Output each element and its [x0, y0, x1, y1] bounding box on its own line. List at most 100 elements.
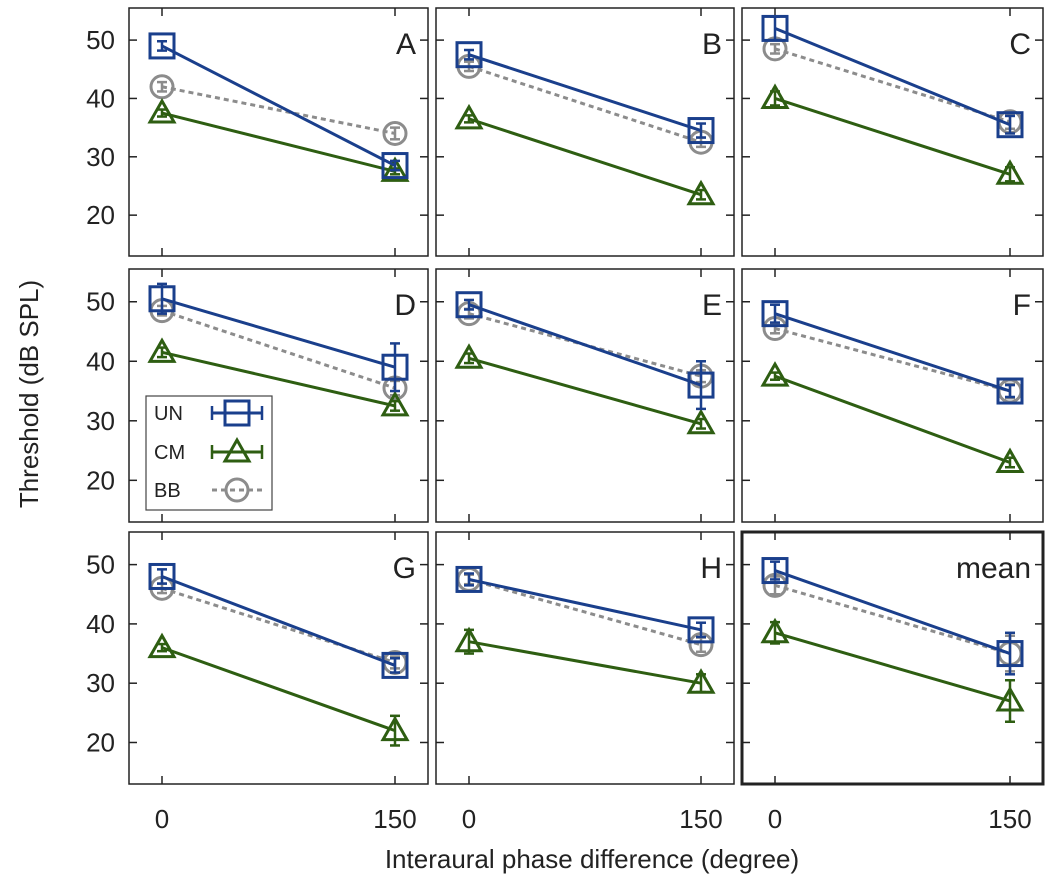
- series-line: [774, 374, 1011, 464]
- x-tick-label: 0: [462, 804, 476, 834]
- y-tick-label: 40: [86, 83, 115, 113]
- series-line: [161, 350, 396, 408]
- panel-label: A: [396, 28, 416, 61]
- data-marker: [147, 98, 177, 124]
- y-tick-label: 50: [86, 25, 115, 55]
- y-axis-title: Threshold (dB SPL): [14, 280, 44, 508]
- series-cm: [454, 103, 716, 206]
- data-marker: [455, 291, 483, 319]
- series-line: [774, 569, 1011, 655]
- data-marker: [149, 74, 175, 100]
- panel-frame: [741, 268, 1044, 523]
- data-marker: [687, 117, 715, 145]
- data-marker: [996, 640, 1024, 668]
- data-marker: [455, 565, 483, 593]
- data-marker: [148, 562, 176, 590]
- series-bb: [762, 572, 1023, 673]
- data-marker: [686, 668, 716, 694]
- series-line: [161, 309, 396, 390]
- series-line: [774, 327, 1011, 393]
- data-marker: [686, 408, 716, 435]
- series-cm: [147, 632, 410, 747]
- series-un: [761, 300, 1024, 405]
- panel-frame: [128, 531, 429, 785]
- data-marker: [147, 632, 177, 659]
- series-un: [455, 41, 715, 145]
- data-marker: [760, 617, 790, 644]
- series-line: [468, 303, 702, 387]
- series-bb: [149, 74, 408, 146]
- data-marker: [381, 353, 409, 381]
- data-marker: [148, 32, 176, 60]
- series-line: [774, 312, 1011, 393]
- data-marker: [761, 14, 789, 42]
- legend-label: UN: [154, 403, 183, 425]
- panels-layer: 20 30 40 50 A B C 20 30 40 50 D E F 20 30 40 50 0 150 G 0 150 H…: [86, 7, 1045, 834]
- series-cm: [760, 361, 1025, 473]
- x-tick-label: 0: [768, 804, 782, 834]
- series-un: [761, 557, 1024, 676]
- series-line: [774, 27, 1011, 127]
- series-cm: [147, 337, 410, 417]
- series-un: [455, 565, 715, 644]
- panel-f: F: [741, 268, 1044, 523]
- series-line: [161, 297, 396, 369]
- y-tick-label: 30: [86, 406, 115, 436]
- panel-mean: 0 150 mean: [740, 530, 1045, 834]
- legend-marker: [223, 399, 251, 427]
- data-marker: [996, 377, 1024, 405]
- data-marker: [381, 651, 409, 679]
- panel-label: H: [700, 552, 722, 585]
- series-line: [161, 44, 396, 167]
- panel-label: B: [702, 28, 722, 61]
- panel-b: B: [435, 7, 735, 257]
- y-tick-label: 30: [86, 668, 115, 698]
- panel-label: F: [1013, 289, 1031, 322]
- x-tick-label: 150: [988, 804, 1031, 834]
- legend: UN CM BB: [145, 395, 273, 511]
- data-marker: [995, 447, 1025, 473]
- series-un: [148, 32, 409, 180]
- panel-e: E: [435, 268, 735, 523]
- panel-d: 20 30 40 50 D: [86, 268, 429, 523]
- y-tick-label: 40: [86, 346, 115, 376]
- legend-label: BB: [154, 480, 181, 502]
- x-axis-title: Interaural phase difference (degree): [385, 844, 799, 874]
- data-marker: [455, 41, 483, 69]
- data-marker: [761, 557, 789, 585]
- data-marker: [454, 343, 484, 369]
- series-cm: [760, 617, 1025, 723]
- panel-label: C: [1009, 28, 1031, 61]
- series-line: [161, 586, 396, 664]
- data-marker: [760, 361, 790, 387]
- data-marker: [381, 152, 409, 180]
- data-marker: [761, 300, 789, 328]
- data-marker: [995, 685, 1025, 712]
- series-line: [468, 577, 702, 647]
- series-un: [455, 291, 715, 411]
- panel-label: D: [394, 289, 416, 322]
- panel-label: E: [702, 289, 722, 322]
- panel-c: C: [741, 7, 1044, 257]
- series-bb: [149, 575, 408, 675]
- y-tick-label: 30: [86, 142, 115, 172]
- series-cm: [454, 626, 716, 694]
- x-tick-label: 150: [679, 804, 722, 834]
- series-un: [148, 562, 409, 679]
- data-marker: [760, 83, 790, 109]
- series-line: [468, 640, 702, 685]
- series-line: [161, 646, 396, 733]
- series-line: [468, 64, 702, 144]
- y-tick-label: 20: [86, 727, 115, 757]
- legend-marker: [222, 436, 252, 463]
- data-marker: [995, 159, 1025, 185]
- series-line: [774, 631, 1011, 703]
- series-bb: [456, 566, 714, 658]
- data-marker: [686, 179, 716, 206]
- series-line: [161, 85, 396, 135]
- series-line: [161, 575, 396, 667]
- panel-frame: [435, 268, 735, 523]
- panel-label: G: [393, 552, 416, 585]
- series-line: [468, 356, 702, 426]
